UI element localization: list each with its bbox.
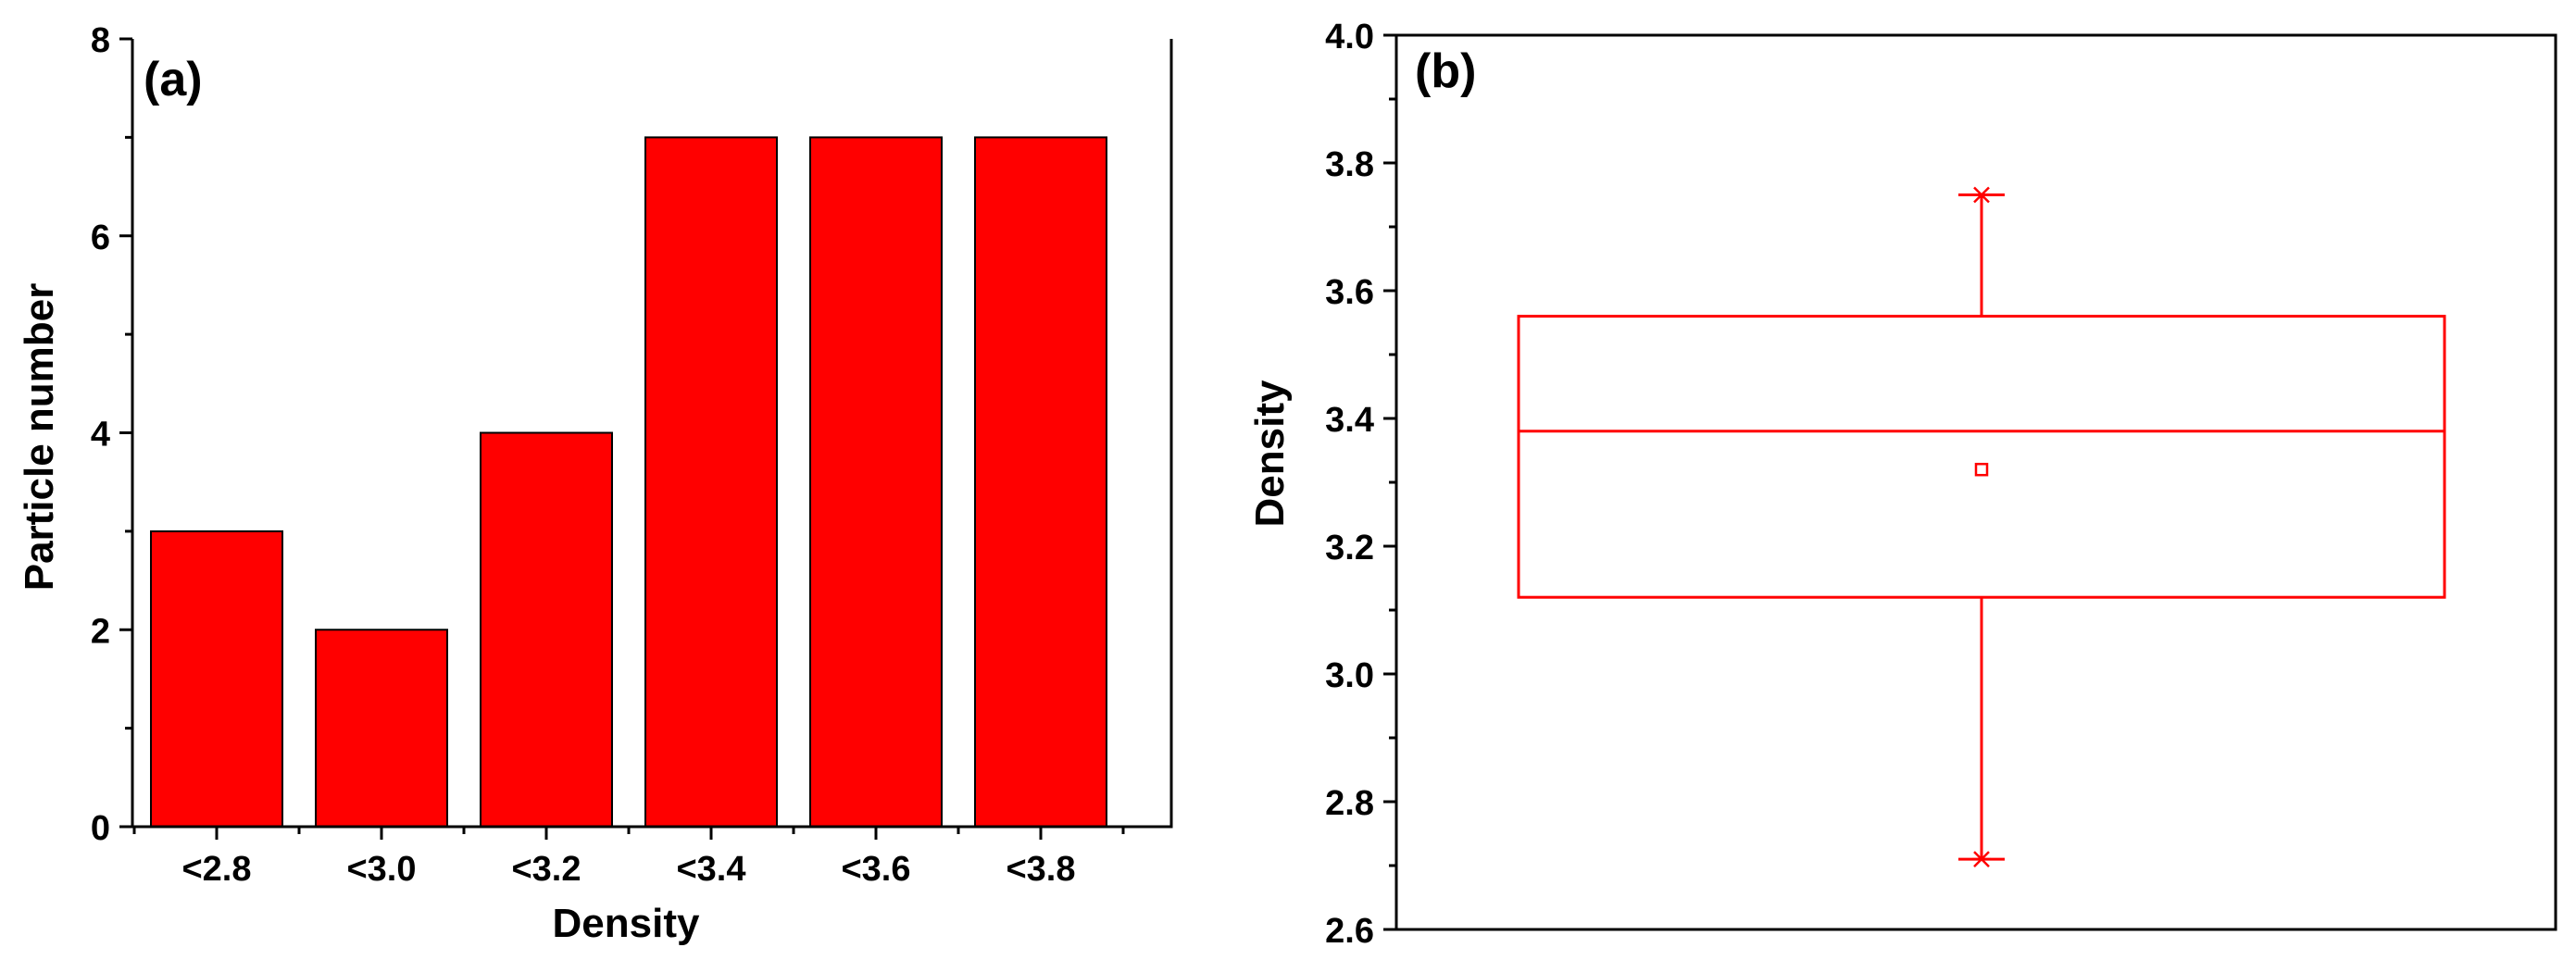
y-tick-label: 4.0 [1325,18,1374,56]
y-axis-ticks: 0 2 4 6 8 [91,21,132,848]
y-tick-label: 3.2 [1325,529,1374,567]
bar [974,136,1107,828]
bar [644,136,778,828]
y-tick-label: 6 [91,218,110,257]
y-tick-label: 3.0 [1325,656,1374,695]
x-axis-title-a: Density [553,901,700,946]
y-tick-label: 2 [91,612,110,651]
x-tick-label: <3.6 [841,850,910,889]
y-tick-label: 4 [91,416,110,455]
bar [150,530,283,828]
bar [480,431,613,828]
y-axis-title-b: Density [1247,380,1293,527]
x-axis-ticks: <2.8 <3.0 <3.2 <3.4 <3.6 <3.8 [132,827,1125,889]
bar-group [150,136,1107,828]
panel-label-a: (a) [144,53,203,106]
bar-chart-panel: (a) 0 2 4 6 8 <2.8 <3.0 <3.2 <3.4 <3.6 <3.8 Densi… [17,21,1173,946]
y-axis-ticks-b: 2.6 2.8 3.0 3.2 3.4 3.6 3.8 4.0 [1325,18,1396,951]
x-tick-label: <3.4 [676,850,745,889]
bar [809,136,943,828]
plot-frame-a [131,39,1173,829]
x-tick-label: <3.8 [1006,850,1075,889]
y-tick-label: 0 [91,809,110,848]
max-marker [1972,186,1991,204]
mean-marker [1974,462,1989,477]
y-tick-label: 2.8 [1325,784,1374,823]
bar [315,629,448,828]
y-tick-label: 3.4 [1325,401,1374,440]
box-plot [1517,186,2446,867]
plot-frame-b [1394,33,2557,931]
y-tick-label: 8 [91,21,110,60]
y-axis-title-a: Particle number [17,283,62,592]
y-tick-label: 2.6 [1325,912,1374,951]
y-tick-label: 3.6 [1325,273,1374,312]
box-plot-panel: (b) 2.6 2.8 3.0 3.2 3.4 3.6 3.8 4.0 Density [1247,18,2557,951]
interquartile-box [1517,315,2446,599]
panel-label-b: (b) [1415,44,1476,98]
x-tick-label: <2.8 [181,850,251,889]
x-tick-label: <3.2 [511,850,581,889]
y-tick-label: 3.8 [1325,145,1374,184]
x-tick-label: <3.0 [346,850,416,889]
min-marker [1972,851,1991,867]
